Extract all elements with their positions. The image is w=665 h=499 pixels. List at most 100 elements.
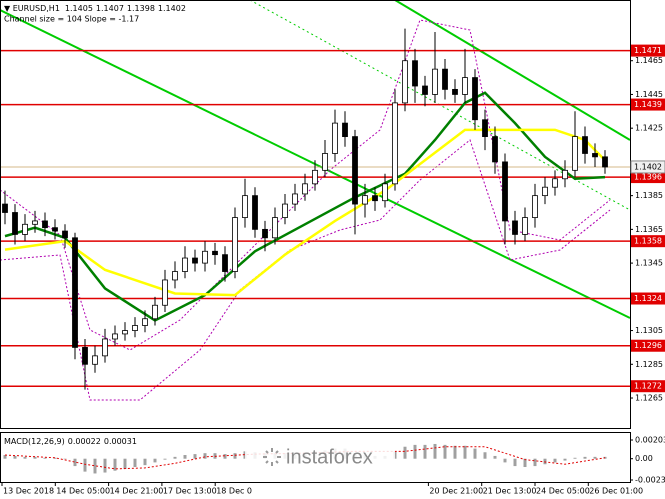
level-label: 1.1396 — [634, 173, 662, 182]
macd-bar — [443, 444, 447, 459]
candle-body — [402, 60, 408, 104]
macd-tick-label: 0.00 — [635, 454, 653, 463]
x-tick-label: 14 Dec 21:00 — [110, 487, 164, 496]
header-value: 1.1405 — [65, 4, 93, 13]
candle-body — [532, 195, 538, 218]
macd-bar — [43, 457, 47, 459]
macd-bar — [93, 458, 97, 474]
y-tick-label: 1.1385 — [635, 191, 663, 200]
macd-bar — [563, 458, 567, 461]
candle-body — [422, 85, 428, 95]
y-tick-label: 1.1285 — [635, 360, 663, 369]
y-tick-label: 1.1425 — [635, 124, 663, 133]
candle-body — [232, 217, 238, 272]
candle-body — [142, 318, 148, 326]
macd-bar — [123, 458, 127, 469]
watermark-icon — [263, 448, 281, 466]
macd-header: MACD(12,26,9) 0.00022 0.00031 — [4, 437, 137, 446]
header-value: 1.1402 — [158, 4, 186, 13]
candle-body — [332, 122, 338, 154]
candle-body — [12, 212, 18, 235]
x-tick-label: 26 Dec 01:00 — [589, 487, 643, 496]
watermark-text: instaforex — [286, 446, 373, 468]
level-label: 1.1324 — [634, 294, 662, 303]
macd-bar — [483, 452, 487, 459]
x-tick-label: 13 Dec 2018 — [3, 487, 54, 496]
main-frame — [0, 0, 631, 429]
candle-body — [432, 68, 438, 95]
x-tick-label: 24 Dec 05:00 — [536, 487, 590, 496]
candle-body — [442, 68, 448, 90]
x-axis: 13 Dec 2018 14 Dec 05:00 14 Dec 21:00 17 De… — [1, 483, 643, 496]
candle-body — [382, 183, 388, 202]
macd-bar — [223, 454, 227, 459]
level-label-bg — [631, 44, 665, 57]
candle-body — [52, 227, 58, 232]
candle-body — [582, 136, 588, 154]
candle-body — [392, 102, 398, 185]
candle-body — [602, 156, 608, 168]
macd-bar — [553, 458, 557, 463]
level-label-bg — [631, 339, 665, 352]
candle-body — [242, 195, 248, 218]
macd-bar — [23, 456, 27, 459]
macd-bar — [453, 445, 457, 459]
macd-bar — [533, 458, 537, 467]
y-tick-label: 1.1445 — [635, 90, 663, 99]
macd-bar — [403, 446, 407, 459]
macd-value: 0.00022 — [68, 437, 101, 446]
macd-bar — [503, 458, 507, 463]
level-label: 1.1439 — [634, 100, 662, 109]
level-label-bg — [631, 235, 665, 248]
candle-body — [202, 250, 208, 264]
watermark: instaforex — [245, 440, 395, 474]
macd-bar — [523, 458, 527, 468]
macd-bar — [183, 455, 187, 459]
macd-bar — [33, 456, 37, 459]
macd-bar — [513, 458, 517, 467]
candle-body — [492, 136, 498, 163]
x-tick-label: 14 Dec 05:00 — [56, 487, 110, 496]
level-label-bg — [631, 292, 665, 305]
header-value: 1.1407 — [96, 4, 124, 13]
x-tick-label: 20 Dec 21:00 — [429, 487, 483, 496]
level-label-bg — [631, 380, 665, 393]
candle-body — [372, 195, 378, 202]
candle-body — [312, 169, 318, 185]
macd-bar — [63, 458, 67, 460]
candle-body — [162, 279, 168, 306]
candle-body — [2, 203, 8, 213]
macd-bar — [233, 453, 237, 459]
macd-bar — [433, 443, 437, 459]
macd-tick-label: 0.00203 — [635, 436, 665, 445]
candle-body — [122, 330, 128, 335]
macd-bar — [583, 456, 587, 459]
macd-label: MACD(12,26,9) — [4, 437, 65, 446]
current-price-label: 1.1402 — [634, 162, 662, 171]
y-tick-label: 1.1465 — [635, 56, 663, 65]
macd-bar — [163, 458, 167, 460]
macd-frame — [0, 432, 631, 483]
candle-body — [82, 347, 88, 365]
candle-body — [132, 325, 138, 331]
macd-value: 0.00031 — [104, 437, 137, 446]
envelope-line — [0, 139, 611, 401]
candle-body — [572, 136, 578, 171]
candle-body — [352, 136, 358, 205]
macd-bar — [153, 458, 157, 463]
candle-body — [172, 271, 178, 281]
macd-bar — [413, 444, 417, 459]
macd-tick-label: -0.00231 — [635, 476, 665, 485]
candle-body — [92, 355, 98, 365]
candle-body — [522, 217, 528, 235]
candle-body — [152, 304, 158, 320]
macd-bar — [3, 455, 7, 459]
level-label: 1.1471 — [634, 46, 662, 55]
macd-bar — [73, 458, 77, 467]
macd-bar — [463, 445, 467, 459]
y-tick-label: 1.1365 — [635, 225, 663, 234]
symbol: ▼ — [4, 4, 13, 13]
